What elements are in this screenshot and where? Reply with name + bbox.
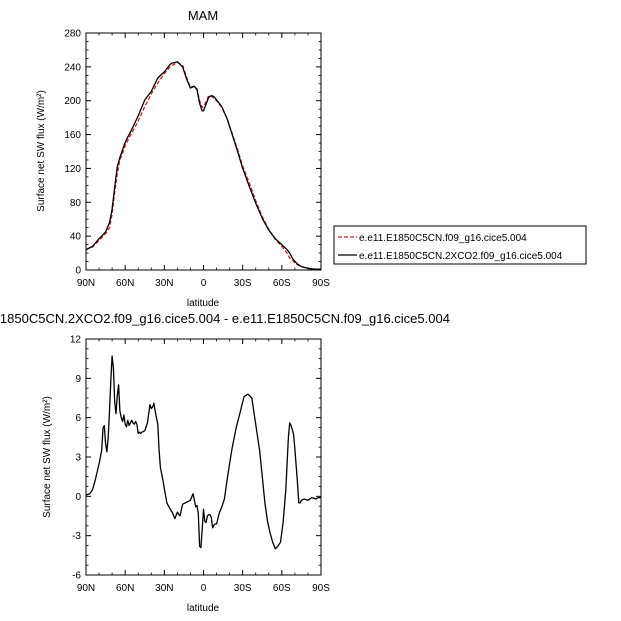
top-x-axis-title: latitude [187,298,220,309]
top-series-line-1 [85,61,321,270]
bottom-x-axis-title: latitude [187,603,220,614]
top-xtick-label: 90N [77,278,95,289]
bottom-panel: e.e11.E1850C5CN.2XCO2.f09_g16.cice5.004 … [0,311,450,614]
bottom-ytick-label: 6 [75,413,81,424]
top-ytick-label: 280 [64,29,81,40]
legend-box [333,225,587,265]
bottom-plot-area [85,355,321,550]
top-plot-area [85,61,321,270]
legend-label-co2: e.e11.E1850C5CN.2XCO2.f09_g16.cice5.004 [359,251,563,262]
bottom-xtick-label: 0 [201,583,207,594]
top-x-ticks: 90N 60N 30N 0 30S 60S 90S [77,33,330,289]
top-ytick-label: 120 [64,164,81,175]
bottom-ytick-label: -6 [72,571,81,582]
bottom-plot-frame [85,338,322,576]
top-chart-title: MAM [188,8,218,23]
top-ytick-label: 0 [75,266,81,277]
top-xtick-label: 60N [116,278,134,289]
top-ytick-label: 160 [64,130,81,141]
bottom-xtick-label: 30S [234,583,252,594]
bottom-xtick-label: 60S [273,583,291,594]
top-plot-frame [85,32,322,271]
bottom-ytick-label: -3 [72,531,81,542]
bottom-ytick-label: 3 [75,453,81,464]
top-ytick-label: 200 [64,96,81,107]
top-ytick-label: 80 [70,198,82,209]
top-xtick-label: 60S [273,278,291,289]
bottom-x-ticks: 90N 60N 30N 0 30S 60S 90S [77,339,330,594]
bottom-chart-title: e.e11.E1850C5CN.2XCO2.f09_g16.cice5.004 … [0,311,450,326]
top-series-line-0 [85,61,321,270]
top-ytick-label: 240 [64,62,81,73]
top-ytick-label: 40 [70,232,82,243]
top-xtick-label: 30S [234,278,252,289]
bottom-xtick-label: 90N [77,583,95,594]
top-panel: MAM 0 40 80 120 160 200 240 280 90N 60N 30N 0 30S 60… [36,8,587,309]
legend-label-control: e.e11.E1850C5CN.f09_g16.cice5.004 [359,233,527,244]
bottom-ytick-label: 0 [75,492,81,503]
top-y-ticks: 0 40 80 120 160 200 240 280 [64,29,321,277]
bottom-y-axis-title: Surface net SW flux (W/m²) [42,396,53,518]
bottom-ytick-label: 9 [75,374,81,385]
top-y-axis-title: Surface net SW flux (W/m²) [36,90,47,212]
bottom-xtick-label: 60N [116,583,134,594]
bottom-ytick-label: 12 [70,335,82,346]
top-xtick-label: 0 [201,278,207,289]
legend: e.e11.E1850C5CN.f09_g16.cice5.004 e.e11.… [333,225,587,265]
bottom-xtick-label: 90S [312,583,330,594]
top-xtick-label: 90S [312,278,330,289]
top-xtick-label: 30N [155,278,173,289]
bottom-y-ticks: -6 -3 0 3 6 9 12 [70,335,321,582]
bottom-xtick-label: 30N [155,583,173,594]
bottom-series-line-0 [85,355,321,550]
